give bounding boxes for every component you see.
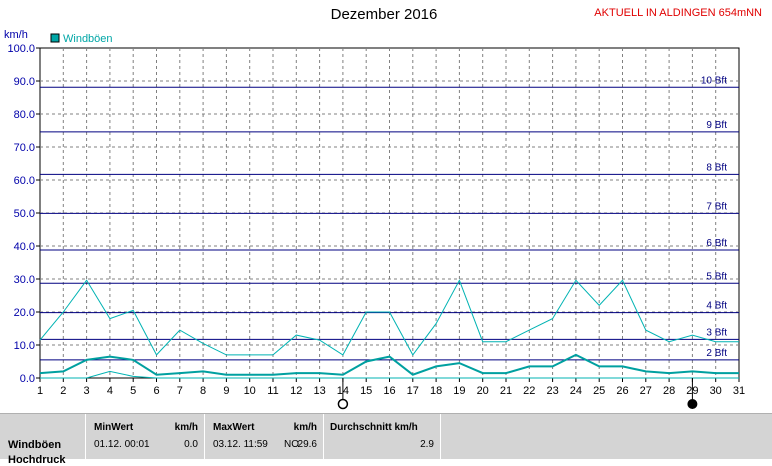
x-tick-label: 17 xyxy=(407,385,419,397)
beaufort-label: 5 Bft xyxy=(706,271,727,282)
row-label-2: Hochdruck xyxy=(8,454,66,466)
max-unit: km/h xyxy=(293,422,317,433)
x-tick-label: 8 xyxy=(200,385,206,397)
x-tick-label: 22 xyxy=(523,385,535,397)
x-tick-label: 27 xyxy=(640,385,652,397)
min-header: MinWert xyxy=(94,422,134,433)
max-cell: MaxWert km/h 03.12. 11:59 NO 29.6 xyxy=(205,414,324,459)
footer-row-label-cell: Windböen Hochdruck xyxy=(0,414,86,466)
y-tick-label: 80.0 xyxy=(14,109,35,121)
beaufort-label: 2 Bft xyxy=(706,348,727,359)
full-moon-icon xyxy=(687,399,698,409)
wind-chart: 0.0 10.0 20.0 30.0 40.0 50.0 60.0 70.0 80.0 90.0 1… xyxy=(4,29,745,410)
series-line-0 xyxy=(39,279,739,356)
beaufort-label: 8 Bft xyxy=(706,162,727,173)
beaufort-label: 10 Bft xyxy=(701,75,727,86)
beaufort-label: 4 Bft xyxy=(706,301,727,312)
x-tick-label: 11 xyxy=(267,385,278,397)
x-tick-label: 6 xyxy=(153,385,159,397)
x-tick-label: 5 xyxy=(130,385,136,397)
beaufort-label: 7 Bft xyxy=(706,201,727,212)
y-tick-label: 50.0 xyxy=(14,208,35,220)
x-tick-label: 2 xyxy=(60,385,66,397)
avg-value: 2.9 xyxy=(420,439,434,450)
x-tick-label: 19 xyxy=(453,385,465,397)
x-tick-label: 31 xyxy=(733,385,745,397)
beaufort-label: 3 Bft xyxy=(706,327,727,338)
x-tick-label: 18 xyxy=(430,385,442,397)
y-axis-label: km/h xyxy=(4,29,28,41)
x-tick-label: 16 xyxy=(383,385,395,397)
y-tick-label: 20.0 xyxy=(14,307,35,319)
x-tick-label: 24 xyxy=(570,385,582,397)
x-tick-label: 4 xyxy=(107,385,113,397)
y-tick-label: 90.0 xyxy=(14,76,35,88)
avg-cell: Durchschnitt km/h 2.9 xyxy=(324,414,441,459)
max-header: MaxWert xyxy=(213,422,255,433)
y-tick-label: 0.0 xyxy=(20,373,35,385)
series-line-2 xyxy=(40,370,739,379)
avg-header: Durchschnitt km/h xyxy=(330,422,418,433)
legend-label: Windböen xyxy=(63,33,113,45)
x-tick-label: 9 xyxy=(223,385,229,397)
y-tick-label: 60.0 xyxy=(14,175,35,187)
beaufort-label: 9 Bft xyxy=(706,120,727,131)
max-dir: NO xyxy=(284,439,299,450)
max-value: 29.6 xyxy=(297,439,317,450)
x-tick-label: 15 xyxy=(360,385,372,397)
beaufort-label: 6 Bft xyxy=(706,238,727,249)
row-label: Windböen xyxy=(8,439,62,451)
new-moon-icon xyxy=(337,398,349,410)
x-tick-label: 3 xyxy=(84,385,90,397)
x-tick-label: 26 xyxy=(616,385,628,397)
x-tick-label: 28 xyxy=(663,385,675,397)
x-tick-label: 13 xyxy=(313,385,325,397)
legend-swatch xyxy=(50,33,60,43)
x-tick-label: 12 xyxy=(290,385,302,397)
x-tick-label: 1 xyxy=(37,385,43,397)
y-tick-label: 70.0 xyxy=(14,142,35,154)
y-tick-label: 100.0 xyxy=(7,43,35,55)
min-date: 01.12. 00:01 xyxy=(94,439,150,450)
series-line-1 xyxy=(39,353,739,376)
x-tick-label: 30 xyxy=(710,385,722,397)
x-tick-label: 7 xyxy=(177,385,183,397)
min-cell: MinWert km/h 01.12. 00:01 0.0 xyxy=(86,414,205,459)
x-tick-label: 20 xyxy=(477,385,489,397)
x-tick-label: 21 xyxy=(500,385,512,397)
x-tick-label: 25 xyxy=(593,385,605,397)
x-tick-label: 10 xyxy=(244,385,256,397)
y-tick-label: 10.0 xyxy=(14,340,35,352)
page-title: Dezember 2016 xyxy=(330,6,438,23)
station-label: AKTUELL IN ALDINGEN 654mNN xyxy=(594,7,762,19)
y-tick-label: 30.0 xyxy=(14,274,35,286)
min-unit: km/h xyxy=(174,422,198,433)
x-tick-label: 23 xyxy=(546,385,558,397)
min-value: 0.0 xyxy=(184,439,198,450)
stats-footer: Windböen Hochdruck MinWert km/h 01.12. 0… xyxy=(0,413,772,466)
max-date: 03.12. 11:59 xyxy=(213,439,268,450)
y-tick-label: 40.0 xyxy=(14,241,35,253)
